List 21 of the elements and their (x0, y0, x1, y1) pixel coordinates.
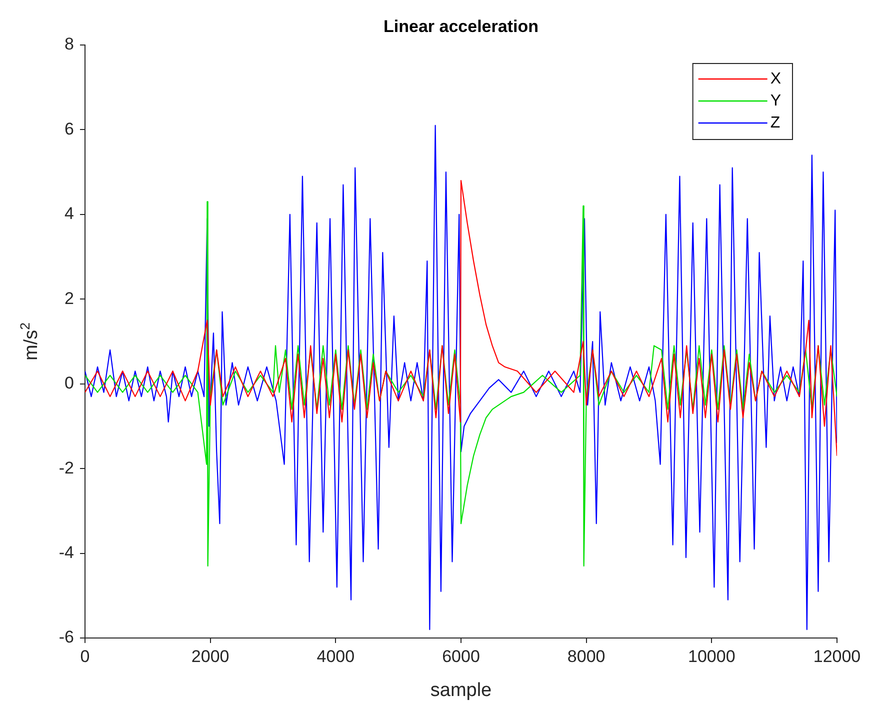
y-tick-label: 0 (64, 374, 74, 393)
y-tick-label: 4 (64, 204, 74, 224)
x-tick-label: 8000 (567, 646, 606, 666)
y-tick-label: -6 (58, 628, 74, 647)
y-tick-label: -2 (58, 458, 74, 478)
legend-label: Z (770, 114, 780, 132)
x-tick-label: 6000 (442, 646, 480, 666)
x-tick-label: 2000 (191, 646, 230, 666)
x-axis-title: sample (430, 680, 492, 701)
legend-label: Y (770, 92, 782, 110)
y-tick-label: 8 (64, 34, 74, 54)
x-tick-label: 12000 (813, 646, 861, 666)
y-tick-label: 6 (64, 119, 74, 138)
chart-title: Linear acceleration (384, 17, 538, 36)
y-axis-title: m/s2 (17, 322, 42, 360)
x-tick-label: 0 (80, 646, 90, 666)
x-tick-label: 10000 (688, 646, 736, 666)
y-tick-label: -4 (58, 542, 74, 562)
y-tick-label: 2 (64, 288, 74, 308)
x-tick-label: 4000 (316, 646, 355, 666)
legend-label: X (770, 70, 782, 88)
